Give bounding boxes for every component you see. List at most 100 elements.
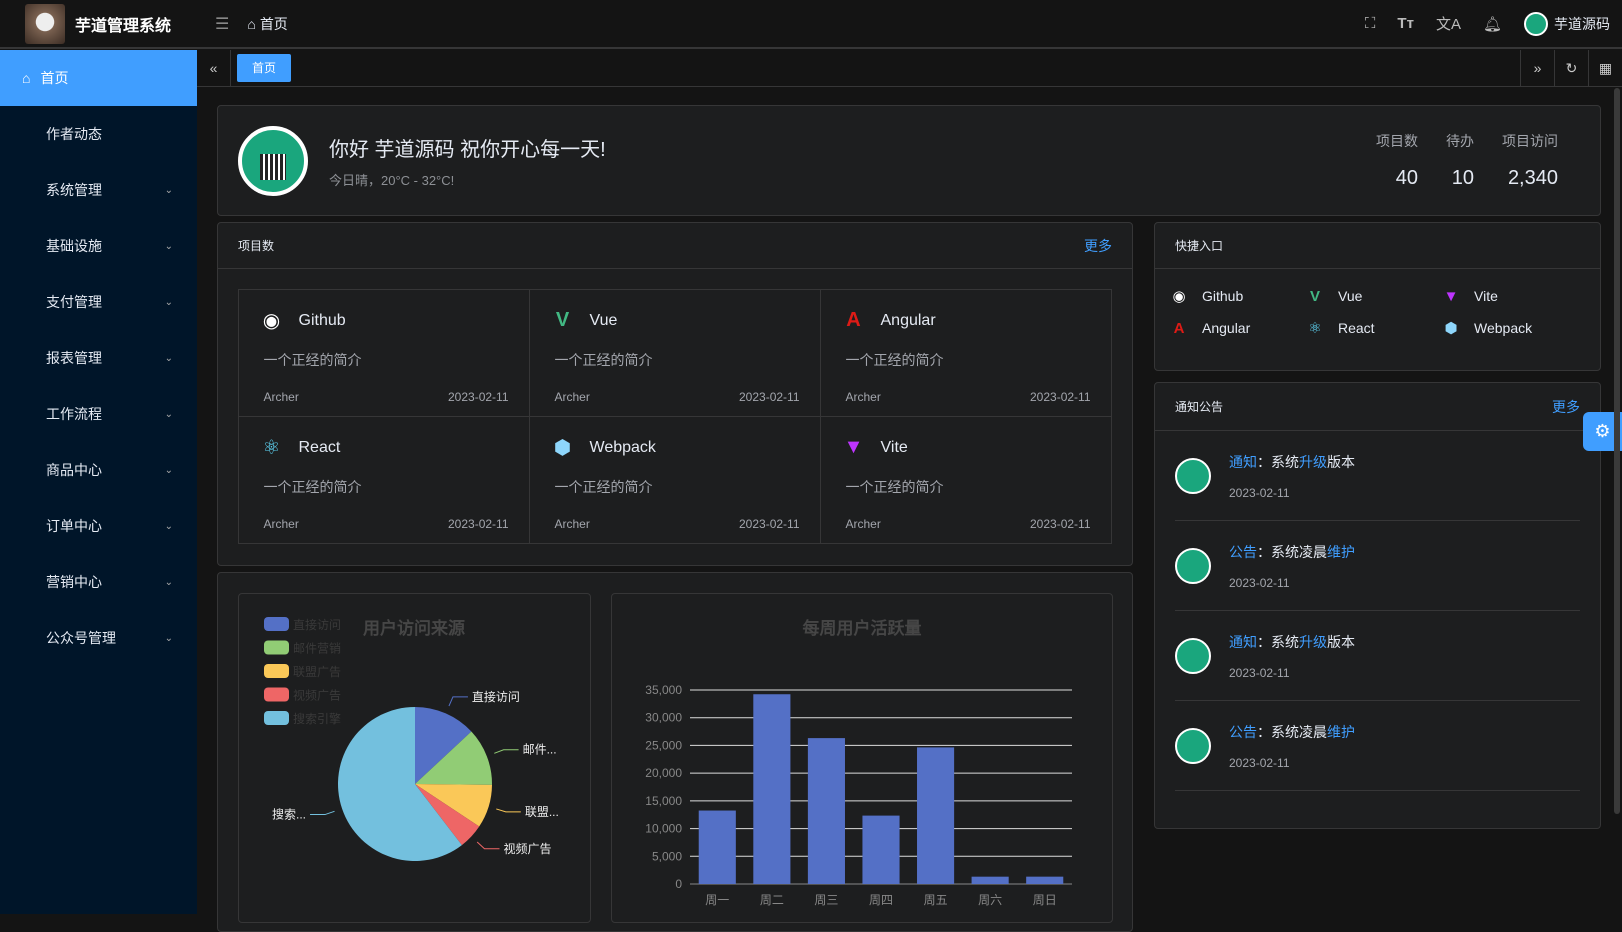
notice-type: 公告 <box>1229 723 1257 740</box>
notice-text: 版本 <box>1327 453 1355 470</box>
translate-icon[interactable]: 文A <box>1435 16 1461 33</box>
sidebar-item[interactable]: 营销中心 ⌄ <box>0 554 197 610</box>
notice-item[interactable]: 通知：系统升级版本 2023-02-11 <box>1175 431 1580 521</box>
home-icon: ⌂ <box>22 70 31 86</box>
chevron-down-icon: ⌄ <box>164 632 173 644</box>
y-tick-label: 20,000 <box>645 766 682 780</box>
sidebar-item[interactable]: 基础设施 ⌄ <box>0 218 197 274</box>
project-desc: 一个正经的简介 <box>554 351 653 368</box>
quick-entry-item[interactable]: ▼ Vite <box>1442 287 1578 305</box>
label-line <box>476 841 500 850</box>
bell-icon[interactable]: 🔔︎ <box>1482 15 1502 33</box>
more-link[interactable]: 更多 <box>1084 237 1112 254</box>
project-desc: 一个正经的简介 <box>263 351 362 368</box>
scroll-right-icon[interactable]: » <box>1520 50 1554 86</box>
project-item[interactable]: ▼ Vite 一个正经的简介 Archer 2023-02-11 <box>819 415 1112 544</box>
card-title: 快捷入口 <box>1175 239 1224 253</box>
user-menu[interactable]: 芋道源码 <box>1524 11 1610 36</box>
notice-text: 系统 <box>1271 453 1299 470</box>
notice-text: 系统 <box>1271 633 1299 650</box>
charts-card: 用户访问来源 直接访问 邮件营销 联盟广告 视频广告 搜索引擎 直接访问 邮件... 联盟...… <box>217 572 1133 932</box>
avatar <box>1175 637 1211 674</box>
grid-menu-icon[interactable]: ▦ <box>1588 50 1622 86</box>
project-desc: 一个正经的简介 <box>263 478 362 495</box>
project-item[interactable]: ⬢ Webpack 一个正经的简介 Archer 2023-02-11 <box>528 415 821 544</box>
quick-entry-item[interactable]: ⬢ Webpack <box>1442 319 1578 337</box>
sidebar-item[interactable]: ⌂ 首页 <box>0 50 197 106</box>
scrollbar[interactable] <box>1614 88 1620 814</box>
pie-slice <box>415 784 480 846</box>
sidebar-item-label: 基础设施 <box>46 238 102 254</box>
sidebar-item[interactable]: 报表管理 ⌄ <box>0 330 197 386</box>
sidebar: ⌂ 首页 作者动态 系统管理 ⌄ 基础设施 ⌄ 支付管理 ⌄ 报表管理 ⌄ 工作流程 ⌄ 商品中心 ⌄ 订单中… <box>0 50 197 914</box>
quick-entry-label: Vue <box>1338 288 1363 304</box>
sidebar-item[interactable]: 订单中心 ⌄ <box>0 498 197 554</box>
quick-entry-item[interactable]: A Angular <box>1170 319 1306 337</box>
y-tick-label: 30,000 <box>645 711 682 725</box>
fullscreen-icon[interactable]: ⛶ <box>1364 15 1376 32</box>
project-author: Archer <box>554 516 590 531</box>
sidebar-item[interactable]: 工作流程 ⌄ <box>0 386 197 442</box>
notice-item[interactable]: 公告：系统凌晨维护 2023-02-11 <box>1175 701 1580 791</box>
legend-swatch <box>264 687 289 702</box>
quick-entry-item[interactable]: V Vue <box>1306 287 1442 305</box>
project-date: 2023-02-11 <box>448 389 509 404</box>
bar-chart-box: 每周用户活跃量 0 5,000 10,000 15,000 20,000 25,000 30,… <box>611 593 1113 923</box>
menu-collapse-icon[interactable]: ☰ <box>215 15 230 33</box>
label-line <box>494 749 519 754</box>
quick-entry-label: Webpack <box>1474 320 1533 336</box>
project-item[interactable]: ⚛ React 一个正经的简介 Archer 2023-02-11 <box>237 415 530 544</box>
label-line <box>448 696 468 707</box>
separator: ： <box>1257 543 1271 560</box>
notice-type: 通知 <box>1229 633 1257 650</box>
stat-item: 项目数 40 <box>1362 131 1432 190</box>
tags-bar: « 首页 » ↻ ▦ <box>197 50 1622 87</box>
scroll-left-icon[interactable]: « <box>197 50 231 86</box>
project-item[interactable]: A Angular 一个正经的简介 Archer 2023-02-11 <box>819 288 1112 417</box>
sidebar-item[interactable]: 系统管理 ⌄ <box>0 162 197 218</box>
stat-label: 项目数 <box>1376 133 1418 149</box>
vue-icon: V <box>555 309 570 331</box>
notice-item[interactable]: 通知：系统升级版本 2023-02-11 <box>1175 611 1580 701</box>
card-title: 通知公告 <box>1175 400 1224 414</box>
sidebar-item[interactable]: 商品中心 ⌄ <box>0 442 197 498</box>
font-size-icon[interactable]: Tт <box>1397 15 1414 32</box>
sidebar-item-label: 公众号管理 <box>46 630 116 646</box>
avatar <box>238 125 308 196</box>
slice-label: 视频广告 <box>503 841 551 856</box>
sidebar-item[interactable]: 公众号管理 ⌄ <box>0 610 197 666</box>
bar <box>807 738 845 884</box>
project-name: Webpack <box>589 438 656 456</box>
notice-item[interactable]: 公告：系统凌晨维护 2023-02-11 <box>1175 521 1580 611</box>
notice-text: 系统凌晨 <box>1271 723 1327 740</box>
quick-entry-item[interactable]: ⚛ React <box>1306 319 1442 337</box>
project-date: 2023-02-11 <box>739 516 800 531</box>
quick-entry-label: Github <box>1202 288 1244 304</box>
quick-entry-label: Vite <box>1474 288 1498 304</box>
webpack-icon: ⬢ <box>1444 320 1458 337</box>
chart-title: 每周用户活跃量 <box>803 618 922 638</box>
stat-item: 项目访问 2,340 <box>1488 131 1572 190</box>
avatar <box>1175 547 1211 584</box>
logo <box>25 3 65 44</box>
quick-entry-card: 快捷入口 ◉ Github V Vue ▼ Vite A Angular ⚛ React ⬢ Webp… <box>1154 222 1601 371</box>
notice-date: 2023-02-11 <box>1229 755 1290 770</box>
refresh-icon[interactable]: ↻ <box>1554 50 1588 86</box>
x-tick-label: 周六 <box>978 893 1002 907</box>
sidebar-item[interactable]: 作者动态 <box>0 106 197 162</box>
sidebar-item-label: 作者动态 <box>46 126 102 142</box>
tab-home[interactable]: 首页 <box>237 54 292 82</box>
card-title: 项目数 <box>238 239 275 253</box>
more-link[interactable]: 更多 <box>1552 398 1580 415</box>
breadcrumb-item[interactable]: 首页 <box>259 15 288 32</box>
project-item[interactable]: ◉ Github 一个正经的简介 Archer 2023-02-11 <box>237 288 530 417</box>
sidebar-item[interactable]: 支付管理 ⌄ <box>0 274 197 330</box>
bar <box>917 747 955 884</box>
project-name: Github <box>298 311 346 329</box>
quick-entry-item[interactable]: ◉ Github <box>1170 287 1306 305</box>
project-item[interactable]: V Vue 一个正经的简介 Archer 2023-02-11 <box>528 288 821 417</box>
github-icon: ◉ <box>262 310 281 332</box>
avatar <box>1524 11 1548 36</box>
notice-date: 2023-02-11 <box>1229 665 1290 680</box>
stat-label: 项目访问 <box>1502 133 1558 149</box>
